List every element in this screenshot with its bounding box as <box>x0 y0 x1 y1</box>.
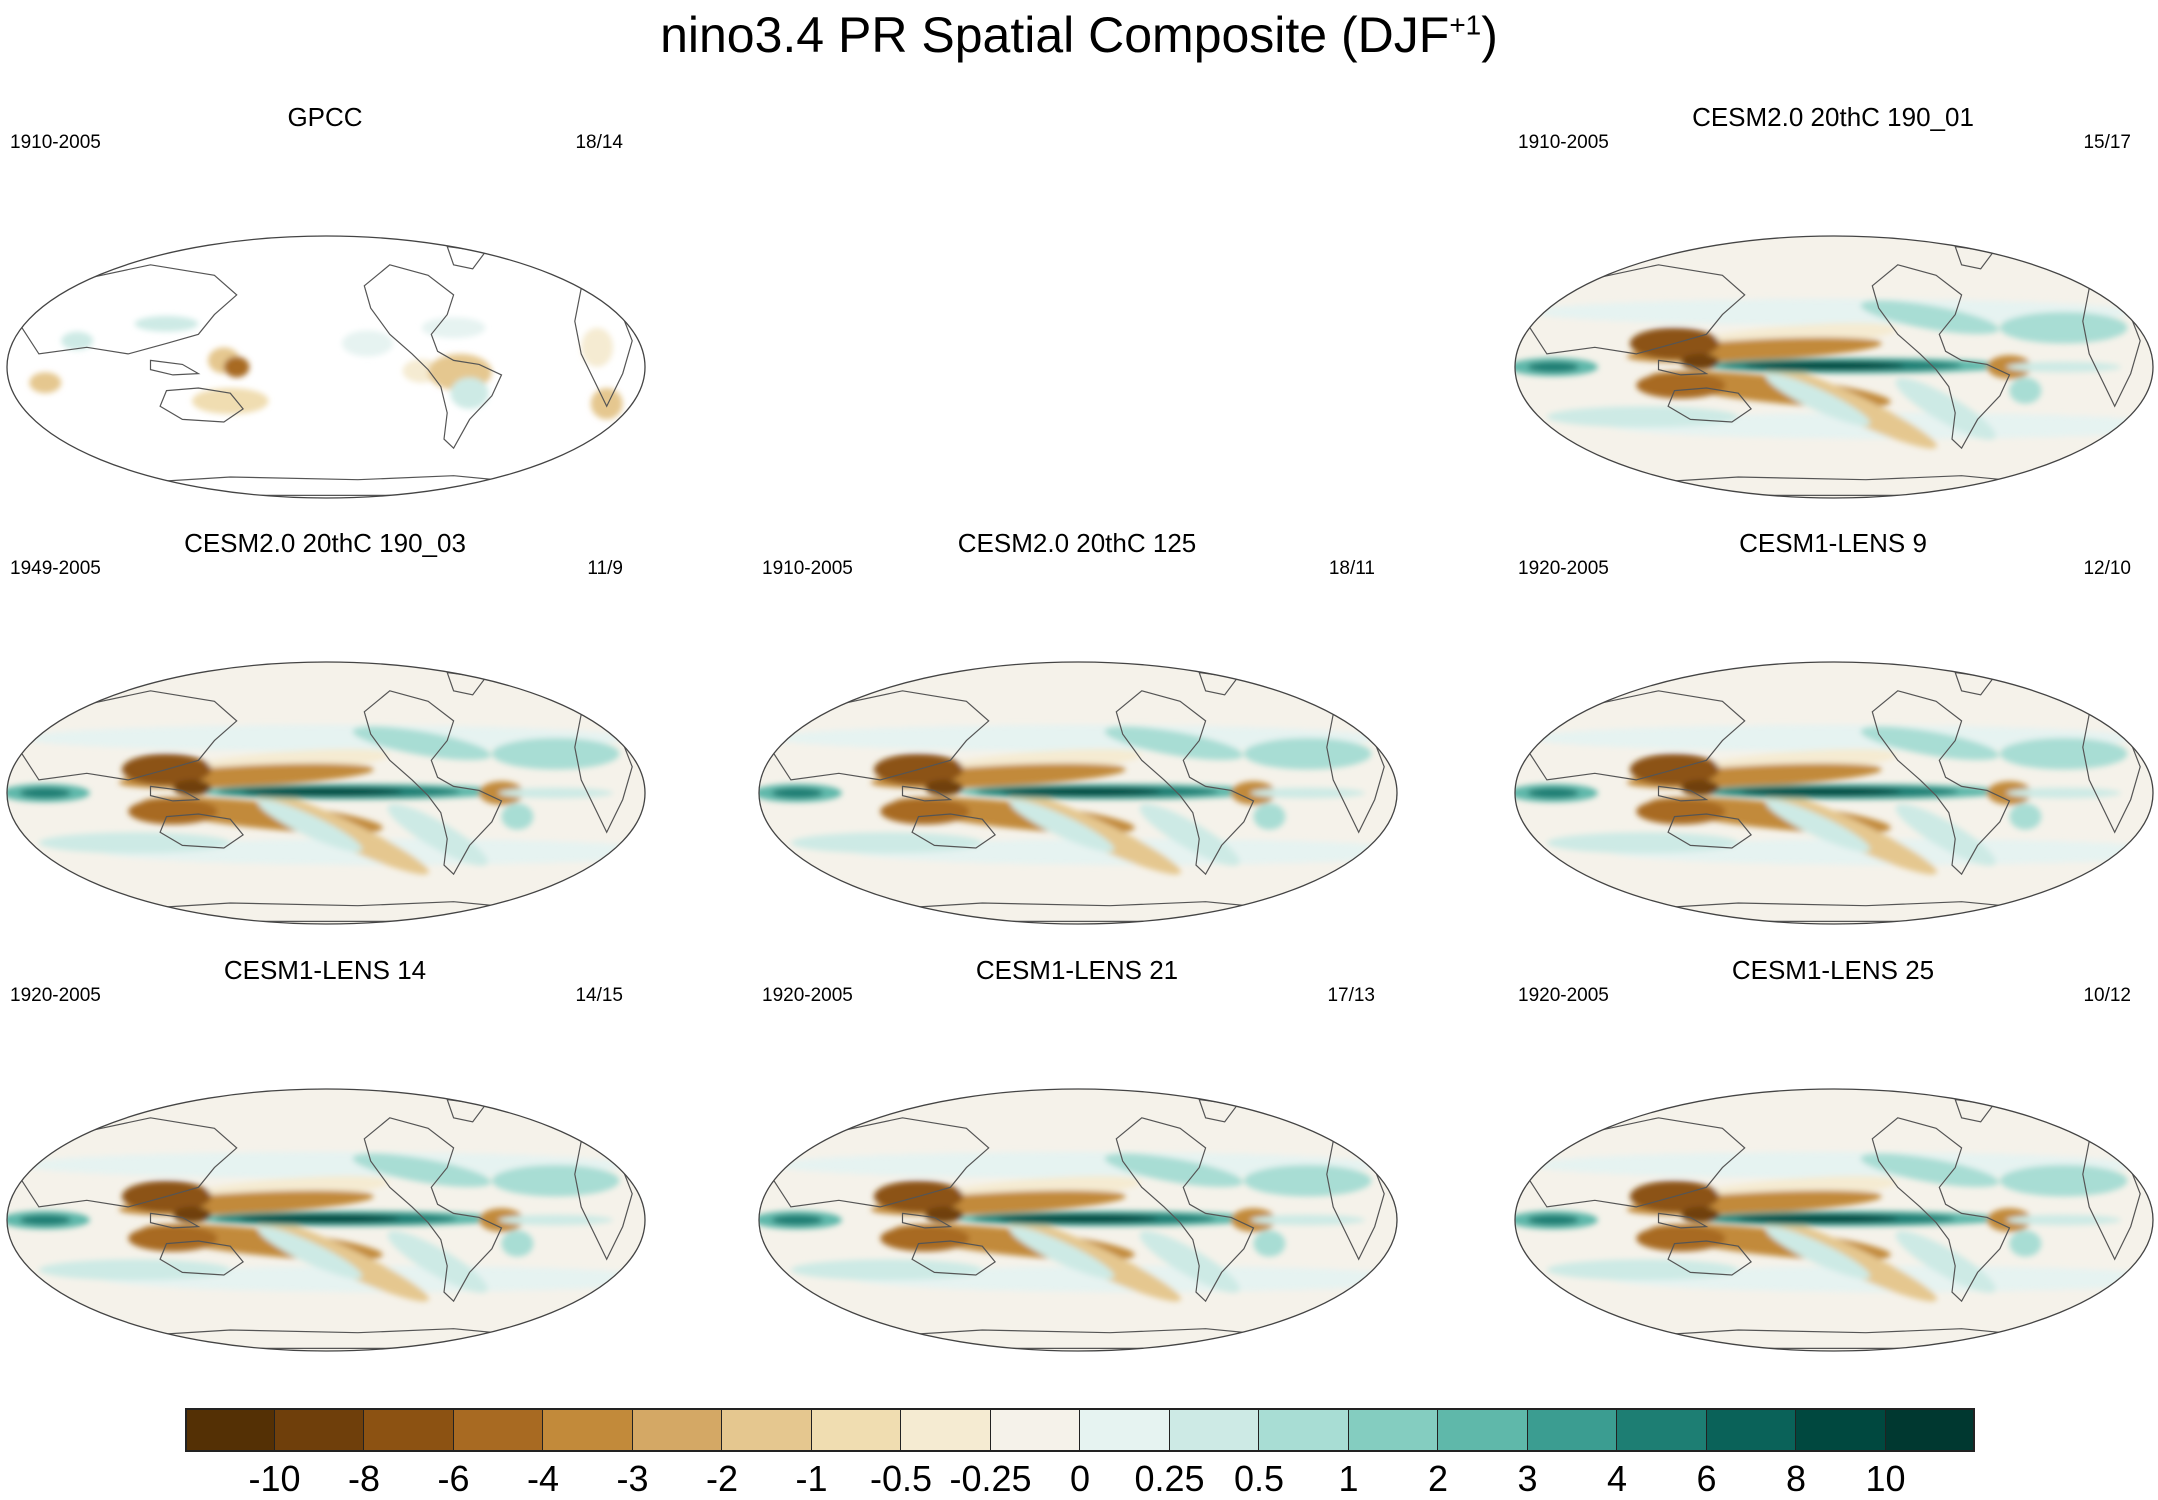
panel-count: 15/17 <box>2083 132 2131 153</box>
panel-count: 14/15 <box>575 985 623 1006</box>
panel-years: 1920-2005 <box>762 985 853 1006</box>
colorbar-swatch <box>1438 1408 1528 1450</box>
panel-years: 1910-2005 <box>1518 132 1609 153</box>
colorbar-tick-label: 2 <box>1427 1458 1449 1499</box>
panel-title: CESM2.0 20thC 125 <box>957 528 1197 558</box>
colorbar-tick-label: 8 <box>1785 1458 1807 1499</box>
colorbar-tick-label: 0.25 <box>1134 1458 1205 1499</box>
precip-field <box>7 662 645 924</box>
panel-title: CESM1-LENS 21 <box>975 955 1179 985</box>
map-panel-lens-14: CESM1-LENS 14 1920-2005 14/15 <box>0 955 650 1375</box>
colorbar-swatch <box>1796 1408 1886 1450</box>
map-panel-cesm2-125: CESM2.0 20thC 125 1910-2005 18/11 <box>752 528 1402 948</box>
panel-years: 1920-2005 <box>1518 985 1609 1006</box>
map-canvas <box>1514 661 2154 925</box>
map-panel-gpcc: GPCC 1910-2005 18/14 <box>0 102 650 522</box>
figure-title-text: nino3.4 PR Spatial Composite (DJF <box>660 7 1450 63</box>
panel-count: 18/14 <box>575 132 623 153</box>
colorbar-tick-label: -8 <box>347 1458 381 1499</box>
colorbar-swatch <box>901 1408 991 1450</box>
colorbar-swatch <box>811 1408 901 1450</box>
panel-count: 11/9 <box>587 558 623 579</box>
panel-title: CESM1-LENS 9 <box>1739 528 1927 558</box>
colorbar-tick-label: -2 <box>705 1458 739 1499</box>
panel-title: CESM1-LENS 25 <box>1731 955 1935 985</box>
map-canvas <box>6 1088 646 1352</box>
panel-years: 1910-2005 <box>762 558 853 579</box>
map-canvas <box>758 661 1398 925</box>
colorbar <box>185 1408 1975 1452</box>
colorbar-tick-label: 0 <box>1069 1458 1091 1499</box>
colorbar-tick-label: -1 <box>795 1458 828 1499</box>
colorbar-swatch <box>990 1408 1080 1450</box>
colorbar-swatch <box>1348 1408 1438 1450</box>
panel-years: 1949-2005 <box>10 558 101 579</box>
map-panel-cesm2-190-01: CESM2.0 20thC 190_01 1910-2005 15/17 <box>1508 102 2158 522</box>
panel-years: 1910-2005 <box>10 132 101 153</box>
colorbar-swatch <box>1885 1408 1975 1450</box>
colorbar-swatch <box>274 1408 364 1450</box>
map-canvas <box>6 661 646 925</box>
colorbar-swatch <box>1169 1408 1259 1450</box>
colorbar-swatch <box>364 1408 454 1450</box>
precip-field <box>759 662 1397 924</box>
colorbar-tick-label: 0.5 <box>1233 1458 1285 1499</box>
colorbar-tick-label: -10 <box>248 1458 301 1499</box>
colorbar-swatch <box>543 1408 633 1450</box>
map-canvas <box>6 235 646 499</box>
map-canvas <box>758 1088 1398 1352</box>
panel-years: 1920-2005 <box>1518 558 1609 579</box>
colorbar-swatch <box>1259 1408 1349 1450</box>
map-panel-lens-9: CESM1-LENS 9 1920-2005 12/10 <box>1508 528 2158 948</box>
panel-count: 18/11 <box>1328 558 1375 579</box>
colorbar-tick-label: -6 <box>437 1458 470 1499</box>
map-canvas <box>1514 235 2154 499</box>
precip-field <box>7 1089 645 1351</box>
precip-field <box>759 1089 1397 1351</box>
colorbar-tick-label: -0.25 <box>949 1458 1032 1499</box>
colorbar-tick-label: 10 <box>1865 1458 1906 1499</box>
map-panel-lens-25: CESM1-LENS 25 1920-2005 10/12 <box>1508 955 2158 1375</box>
colorbar-swatch <box>1527 1408 1617 1450</box>
panel-count: 10/12 <box>2083 985 2131 1006</box>
colorbar-tick-label: 4 <box>1606 1458 1628 1499</box>
figure-title-superscript: +1 <box>1449 9 1482 41</box>
panel-title: CESM2.0 20thC 190_03 <box>184 528 466 558</box>
colorbar-swatch <box>1617 1408 1707 1450</box>
panel-title: CESM1-LENS 14 <box>223 955 427 985</box>
colorbar-swatch <box>185 1408 275 1450</box>
map-panel-lens-21: CESM1-LENS 21 1920-2005 17/13 <box>752 955 1402 1375</box>
precip-field <box>7 236 645 498</box>
colorbar-swatch <box>632 1408 722 1450</box>
colorbar-swatch <box>453 1408 543 1450</box>
colorbar-tick-label: -4 <box>526 1458 560 1499</box>
colorbar-tick-label: -3 <box>616 1458 649 1499</box>
colorbar-tick-label: 3 <box>1517 1458 1538 1499</box>
panel-count: 12/10 <box>2083 558 2131 579</box>
panel-title: CESM2.0 20thC 190_01 <box>1692 102 1974 132</box>
map-panel-cesm2-190-03: CESM2.0 20thC 190_03 1949-2005 11/9 <box>0 528 650 948</box>
colorbar-tick-label: -0.5 <box>869 1458 933 1499</box>
map-canvas <box>1514 1088 2154 1352</box>
colorbar-swatch <box>722 1408 812 1450</box>
colorbar-tick-label: 1 <box>1338 1458 1359 1499</box>
panel-title: GPCC <box>287 102 363 132</box>
figure-title: nino3.4 PR Spatial Composite (DJF+1) <box>0 6 2158 64</box>
precip-field <box>1515 662 2153 924</box>
panel-years: 1920-2005 <box>10 985 101 1006</box>
colorbar-tick-label: 6 <box>1696 1458 1717 1499</box>
precip-field <box>1515 236 2153 498</box>
panel-count: 17/13 <box>1327 985 1375 1006</box>
colorbar-swatch <box>1080 1408 1170 1450</box>
figure-title-close: ) <box>1481 7 1498 63</box>
colorbar-swatch <box>1706 1408 1796 1450</box>
